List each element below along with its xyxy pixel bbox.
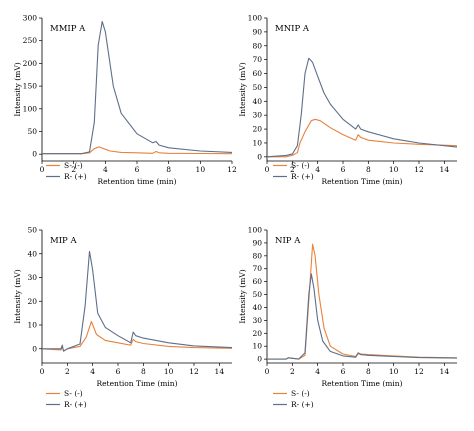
panel-2-x-tick-label: 6	[341, 165, 346, 174]
panel-2-y-tick-label: 60	[252, 69, 262, 78]
panel-2-y-tick-label: 40	[252, 97, 262, 106]
panel-2-axes	[266, 18, 457, 162]
panel-4-series-r-plus-line	[267, 273, 458, 360]
panel-4-title: NIP A	[275, 236, 301, 246]
panel-4-x-tick-label: 10	[389, 367, 399, 376]
panel-2-x-tick-label: 12	[414, 165, 424, 174]
panel-3-x-axis-label: Retention Time (min)	[96, 379, 177, 388]
panel-2-x-tick-label: 10	[389, 165, 399, 174]
panel-3-y-tick-label: 20	[27, 297, 37, 306]
panel-3-x-tick-label: 12	[189, 367, 199, 376]
panel-4-y-tick-label: 90	[252, 238, 262, 247]
panel-2-y-tick-label: 80	[252, 41, 262, 50]
panel-4-y-tick-label: 40	[252, 303, 262, 312]
panel-3-x-tick-label: 8	[141, 367, 146, 376]
panel-2-series-s-minus-line	[267, 118, 458, 158]
panel-1-axes	[41, 18, 232, 162]
panel-3-x-tick-label: 14	[215, 367, 225, 376]
panel-3-legend-label: S- (-)	[64, 389, 83, 398]
panel-4-y-tick-label: 20	[252, 329, 262, 338]
panel-1-x-tick-label: 2	[71, 165, 76, 174]
panel-4-y-tick-label: 70	[252, 264, 262, 273]
panel-1-x-tick-label: 10	[196, 165, 206, 174]
panel-1-title: MMIP A	[50, 24, 86, 34]
panel-3-y-tick-label: 10	[27, 321, 37, 330]
panel-4-x-axis-label: Retention Time (min)	[321, 379, 402, 388]
panel-2-x-tick-label: 2	[290, 165, 295, 174]
panel-3-series-r-plus-line	[42, 250, 233, 352]
panel-4-x-tick-label: 14	[440, 367, 450, 376]
panel-2-y-tick-label: 10	[252, 138, 262, 147]
panel-4-axes	[266, 230, 457, 364]
panel-3-x-tick-label: 0	[40, 367, 45, 376]
panel-2-y-tick-label: 50	[252, 83, 262, 92]
panel-3-axes	[41, 230, 232, 364]
panel-1-x-tick-label: 6	[135, 165, 140, 174]
panel-4-y-tick-label: 60	[252, 277, 262, 286]
panel-2-legend-label: S- (-)	[291, 161, 310, 170]
panel-2-x-axis-label: Retention Time (min)	[321, 177, 402, 186]
panel-1-y-tick-label: 200	[23, 59, 38, 68]
panel-4-y-tick-label: 0	[257, 355, 262, 364]
panel-1-series-s-minus-line	[42, 146, 233, 155]
panel-4-x-tick-label: 12	[414, 367, 424, 376]
panel-3-y-tick-label: 40	[27, 249, 37, 258]
panel-1-y-axis-label: Intensity (mV)	[13, 62, 22, 116]
panel-1-y-tick-label: 100	[23, 104, 38, 113]
panel-4-y-axis-label: Intensity (mV)	[238, 269, 247, 323]
panel-1-series-r-plus-line	[42, 21, 233, 155]
panel-3-x-tick-label: 6	[116, 367, 121, 376]
panel-3-x-tick-label: 10	[164, 367, 174, 376]
panel-1-x-tick-label: 0	[40, 165, 45, 174]
panel-2-y-tick-label: 90	[252, 27, 262, 36]
panel-2-x-tick-label: 8	[366, 165, 371, 174]
panel-2-title: MNIP A	[275, 24, 310, 34]
panel-1-y-tick-label: 250	[23, 36, 38, 45]
panel-1-y-tick-label: 0	[32, 150, 37, 159]
panel-1-legend-label: S- (-)	[64, 161, 83, 170]
panel-3-legend-label: R- (+)	[64, 400, 87, 409]
panel-2-x-tick-label: 4	[315, 165, 320, 174]
panel-1-x-tick-label: 8	[166, 165, 171, 174]
panel-1-y-tick-label: 300	[23, 14, 38, 23]
panel-1-y-tick-label: 50	[27, 127, 37, 136]
panel-4-y-tick-label: 10	[252, 342, 262, 351]
panel-3-x-tick-label: 2	[65, 367, 70, 376]
panel-2-x-tick-label: 14	[440, 165, 450, 174]
panel-4-x-tick-label: 0	[265, 367, 270, 376]
panel-2-y-tick-label: 0	[257, 152, 262, 161]
panel-2-series-r-plus-line	[266, 57, 458, 158]
panel-4-y-tick-label: 80	[252, 251, 262, 260]
panel-3-x-tick-label: 4	[90, 367, 95, 376]
panel-1-x-axis-label: Retention time (min)	[97, 177, 176, 186]
panel-2-y-axis-label: Intensity (mV)	[238, 62, 247, 116]
panel-3-y-tick-label: 0	[32, 344, 37, 353]
panel-4-x-tick-label: 8	[366, 367, 371, 376]
panel-3-y-tick-label: 30	[27, 273, 37, 282]
panel-4-x-tick-label: 4	[315, 367, 320, 376]
panel-4-y-tick-label: 50	[252, 290, 262, 299]
panel-4-series-s-minus-line	[267, 243, 458, 360]
panel-4-x-tick-label: 2	[290, 367, 295, 376]
panel-2-y-tick-label: 100	[248, 14, 263, 23]
panel-4-x-tick-label: 6	[341, 367, 346, 376]
panel-4-y-tick-label: 30	[252, 316, 262, 325]
panel-4-legend-label: S- (-)	[291, 389, 310, 398]
panel-2-x-tick-label: 0	[265, 165, 270, 174]
panel-2-y-tick-label: 20	[252, 125, 262, 134]
panel-3-y-axis-label: Intensity (mV)	[13, 269, 22, 323]
panel-2-y-tick-label: 30	[252, 111, 262, 120]
panel-1-legend-label: R- (+)	[64, 172, 87, 181]
panel-2-legend-label: R- (+)	[291, 172, 314, 181]
panel-1-y-tick-label: 150	[23, 82, 38, 91]
panel-3-title: MIP A	[50, 236, 77, 246]
panel-1-x-tick-label: 12	[227, 165, 237, 174]
panel-4-legend-label: R- (+)	[291, 400, 314, 409]
panel-2-y-tick-label: 70	[252, 55, 262, 64]
panel-3-y-tick-label: 50	[27, 226, 37, 235]
panel-4-y-tick-label: 100	[248, 226, 263, 235]
panel-1-x-tick-label: 4	[103, 165, 108, 174]
